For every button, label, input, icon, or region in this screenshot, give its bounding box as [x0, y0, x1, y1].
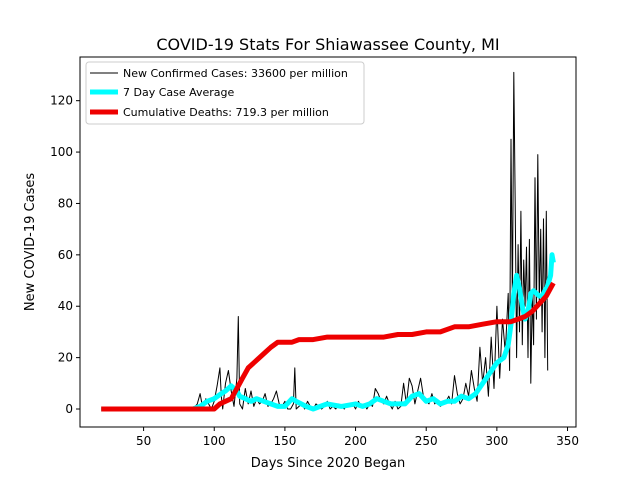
chart-title: COVID-19 Stats For Shiawassee County, MI — [156, 35, 499, 54]
x-tick-label: 100 — [203, 434, 226, 448]
cumulative-deaths-line — [101, 281, 556, 412]
x-tick-label: 150 — [273, 434, 296, 448]
y-tick-label: 0 — [65, 402, 73, 416]
plot-frame — [79, 56, 577, 428]
legend-label-7day-average: 7 Day Case Average — [123, 86, 235, 99]
legend-box — [85, 61, 365, 125]
y-tick-label: 40 — [58, 299, 73, 313]
y-tick-label: 60 — [58, 248, 73, 262]
y-tick-label: 120 — [50, 94, 73, 108]
legend-label-cumulative-deaths: Cumulative Deaths: 719.3 per million — [123, 106, 329, 119]
x-tick-label: 300 — [485, 434, 508, 448]
x-tick-label: 50 — [136, 434, 151, 448]
y-tick-label: 20 — [58, 351, 73, 365]
y-tick-label: 80 — [58, 196, 73, 210]
x-axis-label: Days Since 2020 Began — [251, 456, 406, 471]
legend: New Confirmed Cases: 33600 per million 7… — [85, 61, 365, 125]
legend-label-new-cases: New Confirmed Cases: 33600 per million — [123, 67, 348, 80]
x-tick-label: 200 — [344, 434, 367, 448]
x-tick-label: 250 — [415, 434, 438, 448]
y-axis-label: New COVID-19 Cases — [23, 173, 38, 311]
x-tick-label: 350 — [556, 434, 579, 448]
y-tick-label: 100 — [50, 145, 73, 159]
